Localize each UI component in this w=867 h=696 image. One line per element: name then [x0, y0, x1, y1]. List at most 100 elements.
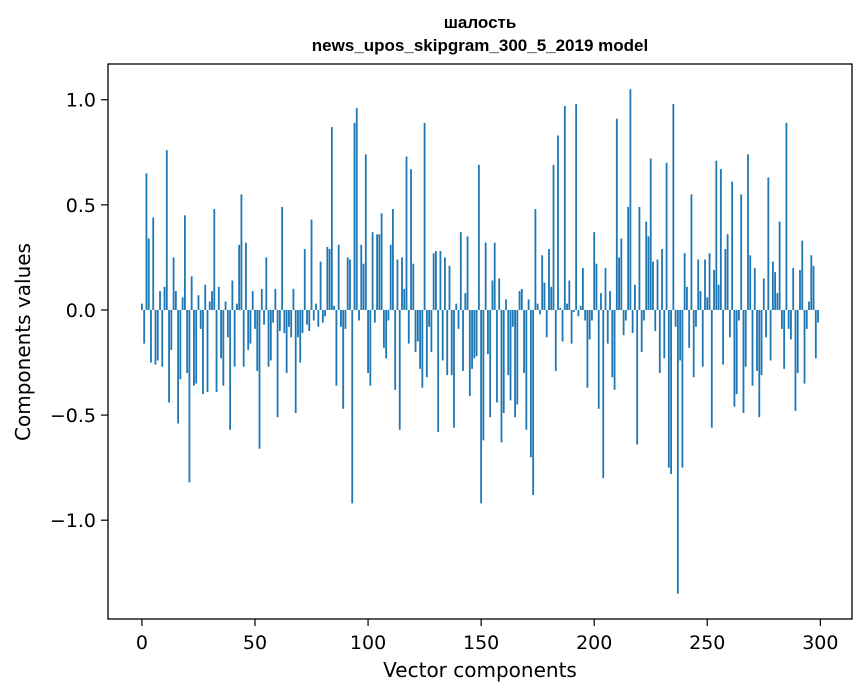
bar-80	[321, 309, 324, 323]
bar-283	[780, 309, 783, 329]
bar-233	[667, 309, 670, 468]
bar-98	[362, 263, 365, 310]
bar-109	[387, 309, 390, 321]
bar-211	[618, 257, 620, 310]
bar-99	[364, 154, 367, 310]
bar-232	[665, 162, 668, 310]
bar-50	[254, 309, 256, 329]
bar-276	[765, 309, 767, 338]
bar-47	[247, 309, 250, 350]
bar-128	[430, 309, 433, 353]
bar-139	[455, 303, 458, 310]
bar-13	[170, 309, 173, 350]
bar-105	[378, 234, 381, 310]
bar-256	[719, 169, 722, 310]
bar-75	[310, 219, 313, 310]
bar-189	[568, 280, 571, 310]
bar-69	[297, 309, 299, 338]
bar-225	[649, 158, 652, 310]
bar-155	[491, 280, 494, 310]
bar-299	[817, 309, 819, 323]
bar-292	[801, 240, 804, 310]
bar-279	[771, 261, 774, 310]
bar-291	[799, 270, 801, 310]
bar-130	[435, 251, 437, 310]
bar-44	[240, 194, 243, 310]
bar-19	[183, 215, 186, 310]
bar-296	[810, 255, 813, 310]
bar-226	[652, 261, 654, 310]
bar-151	[482, 309, 485, 441]
bar-150	[480, 309, 483, 504]
bar-147	[473, 309, 476, 359]
bar-51	[256, 309, 259, 371]
bar-239	[681, 309, 684, 468]
bar-170	[525, 309, 528, 430]
bar-274	[760, 309, 763, 376]
plot-frame	[107, 63, 853, 620]
bar-158	[498, 278, 501, 310]
bar-188	[566, 303, 568, 310]
bar-271	[753, 267, 756, 310]
bar-194	[579, 305, 582, 310]
bar-166	[516, 309, 519, 405]
bar-289	[794, 309, 797, 411]
bar-49	[251, 291, 254, 310]
bar-14	[172, 257, 175, 310]
bar-221	[640, 309, 643, 353]
bar-111	[392, 209, 394, 310]
bar-33	[215, 309, 218, 392]
x-axis-label: Vector components	[383, 658, 577, 682]
x-tick-label: 100	[350, 632, 386, 654]
bar-30	[208, 301, 211, 310]
bar-108	[385, 309, 388, 359]
bar-168	[520, 288, 523, 310]
bar-133	[441, 309, 444, 361]
bar-215	[627, 206, 630, 310]
bar-117	[405, 156, 408, 310]
bar-12	[168, 309, 170, 403]
bar-153	[487, 309, 489, 355]
bar-174	[534, 209, 537, 310]
bar-250	[706, 297, 709, 310]
bar-294	[805, 309, 808, 329]
bar-266	[742, 309, 745, 413]
bar-287	[790, 309, 792, 340]
bar-141	[459, 232, 462, 310]
bar-285	[785, 122, 788, 310]
bar-290	[796, 309, 799, 374]
bar-21	[188, 309, 191, 483]
bar-231	[663, 309, 666, 359]
bar-93	[351, 309, 354, 504]
bar-63	[283, 309, 286, 334]
bar-273	[758, 309, 761, 418]
bar-65	[288, 309, 290, 327]
bar-73	[306, 309, 308, 325]
bar-91	[346, 257, 349, 310]
bar-295	[808, 301, 810, 310]
bar-136	[448, 265, 451, 310]
y-tick-label: −1.0	[50, 510, 96, 532]
bar-27	[202, 309, 204, 395]
bar-146	[471, 309, 473, 369]
bar-89	[342, 309, 345, 409]
bar-262	[733, 309, 736, 407]
bar-140	[457, 309, 460, 329]
bar-92	[349, 259, 351, 310]
bar-281	[776, 293, 779, 310]
y-tick-label: 0.0	[66, 300, 96, 322]
bar-220	[638, 206, 641, 310]
bar-31	[211, 291, 213, 310]
bar-191	[572, 309, 575, 313]
bar-171	[527, 299, 530, 310]
bar-122	[416, 309, 419, 342]
bar-114	[398, 309, 401, 430]
y-tick-label: −0.5	[50, 405, 96, 427]
bar-54	[263, 309, 265, 325]
bar-223	[645, 221, 648, 310]
bar-131	[437, 309, 440, 432]
bar-126	[425, 309, 428, 378]
bar-257	[722, 309, 725, 365]
bar-212	[620, 238, 623, 310]
